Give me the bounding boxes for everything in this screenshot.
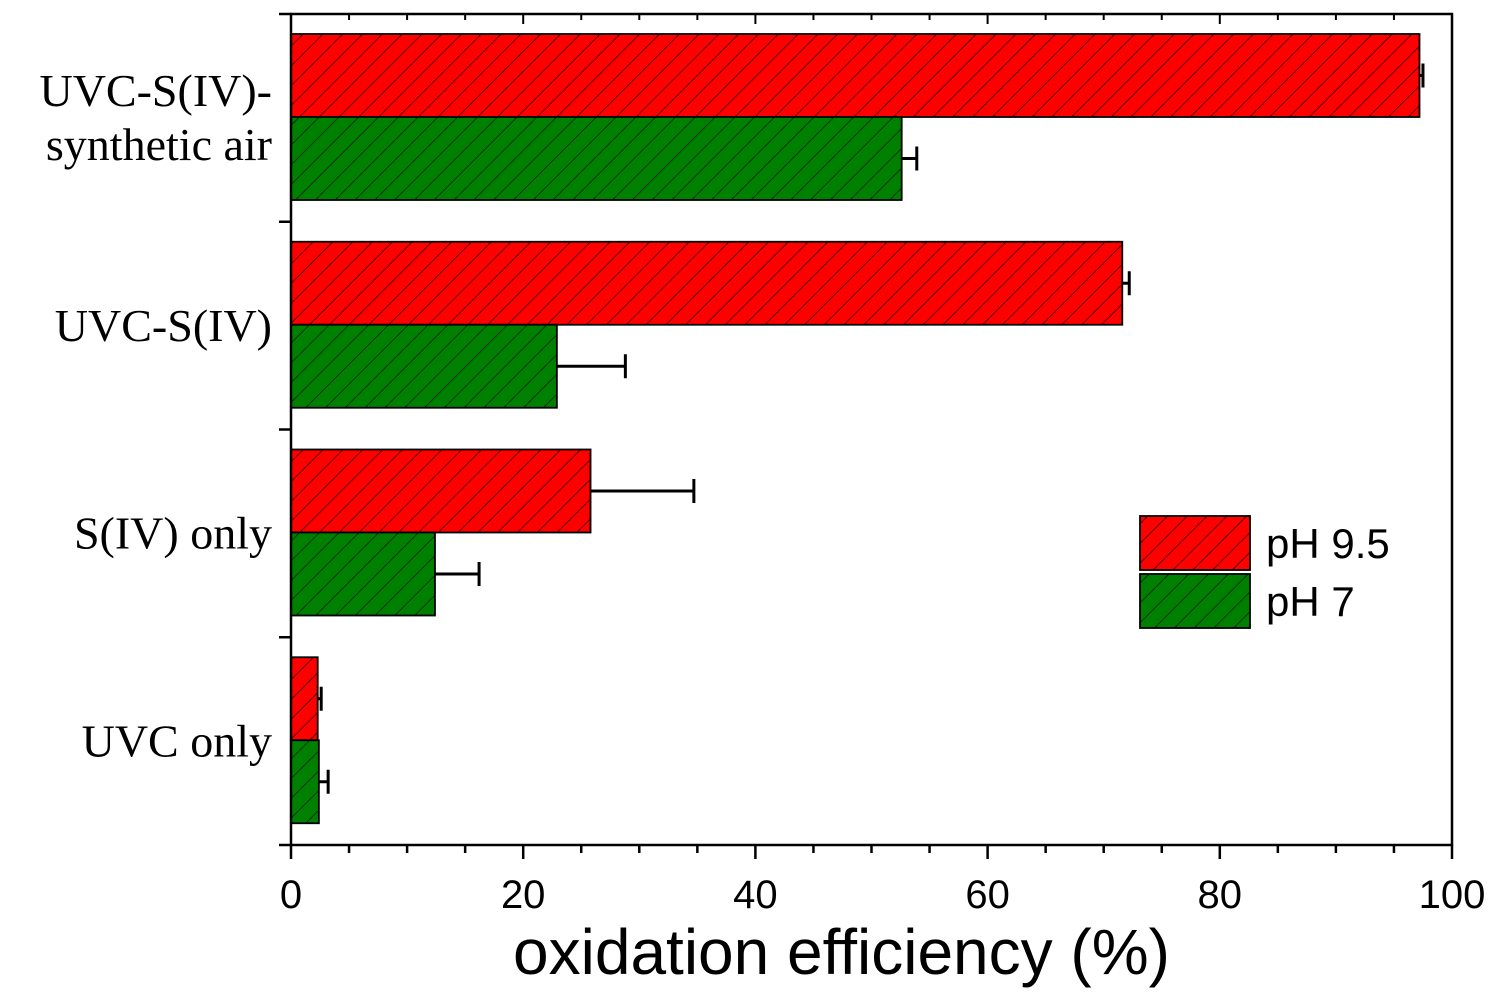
bar-pH-7-cat-0 — [290, 116, 903, 201]
category-label-0-line-0: UVC-S(IV)- — [39, 65, 272, 116]
bar-pH-9_5-cat-1 — [290, 240, 1124, 326]
x-tick-label-100: 100 — [1419, 873, 1486, 917]
bar-pH-7-cat-1 — [290, 323, 558, 409]
x-tick-label-0: 0 — [280, 873, 302, 917]
bar-pH-9_5-cat-3 — [290, 656, 319, 742]
legend-swatch-0 — [1139, 515, 1251, 571]
x-tick-label-80: 80 — [1198, 873, 1243, 917]
x-tick-label-60: 60 — [965, 873, 1010, 917]
error-bar-pH-9_5-cat-1 — [1122, 271, 1131, 296]
legend: pH 9.5 pH 7 — [1139, 515, 1390, 629]
bar-pH-9_5-cat-0 — [290, 33, 1421, 118]
error-bar-pH-7-cat-1 — [556, 354, 627, 379]
category-label-3: UVC only — [82, 715, 272, 766]
bar-pH-7-cat-3 — [290, 739, 320, 825]
x-tick-label-40: 40 — [733, 873, 778, 917]
error-bar-pH-9_5-cat-3 — [317, 686, 323, 711]
x-tick-label-20: 20 — [501, 873, 546, 917]
error-bar-pH-7-cat-3 — [318, 769, 330, 794]
bar-pH-9_5-cat-2 — [290, 448, 592, 534]
error-bar-pH-9_5-cat-0 — [1419, 63, 1425, 88]
category-label-0-line-1: synthetic air — [46, 119, 272, 170]
legend-label-1: pH 7 — [1266, 578, 1355, 625]
error-bar-pH-7-cat-2 — [434, 562, 481, 586]
error-bar-pH-7-cat-0 — [901, 146, 919, 171]
legend-swatch-1 — [1139, 573, 1251, 629]
error-bar-pH-9_5-cat-2 — [590, 479, 696, 503]
category-label-2: S(IV) only — [74, 508, 272, 559]
x-axis-title: oxidation efficiency (%) — [513, 916, 1170, 988]
category-label-1: UVC-S(IV) — [55, 300, 272, 351]
bar-pH-7-cat-2 — [290, 531, 436, 617]
legend-label-0: pH 9.5 — [1266, 520, 1390, 567]
